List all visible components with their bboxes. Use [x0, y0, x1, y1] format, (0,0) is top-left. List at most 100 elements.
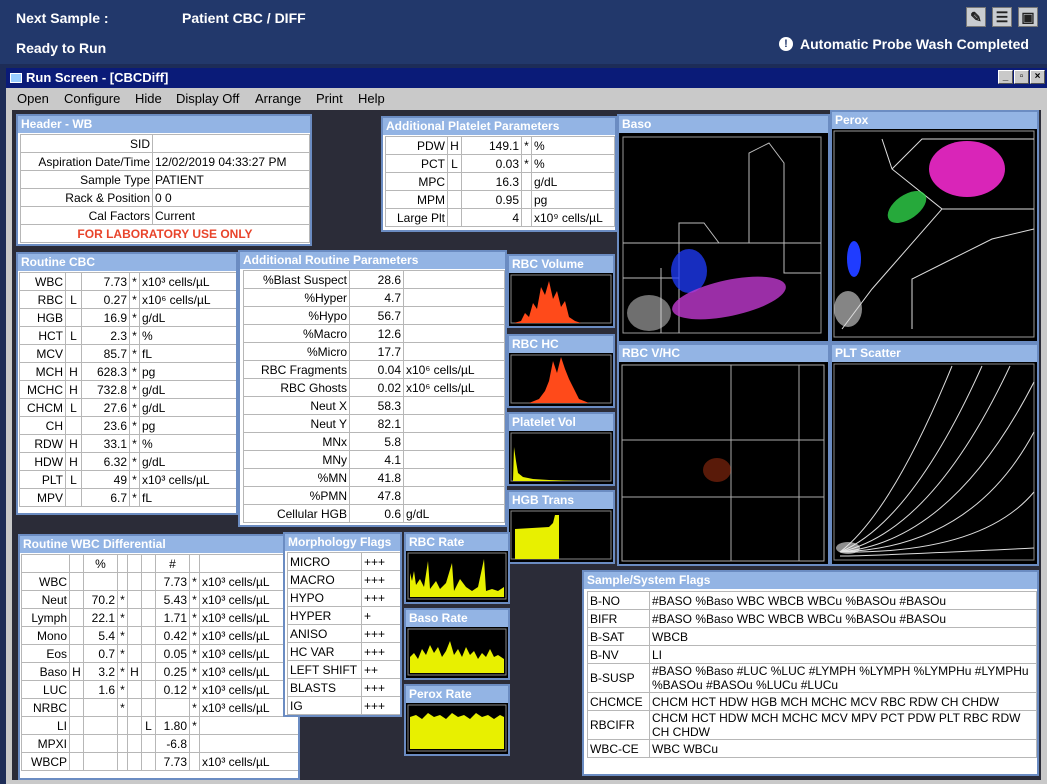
flag-cell: L [447, 154, 462, 173]
hgb-trans-histogram [510, 510, 612, 560]
pct-value: 5.4 [83, 626, 118, 645]
table-row: NRBC * * x10³ cells/µL [21, 698, 298, 717]
rbc-volume-panel: RBC Volume [507, 254, 615, 328]
table-row: CH 23.6 * pg [19, 416, 236, 435]
flag-cell [127, 752, 142, 771]
window-titlebar: Run Screen - [CBCDiff] _ ▫ × [6, 68, 1047, 88]
asterisk-cell: * [117, 608, 128, 627]
menu-open[interactable]: Open [17, 91, 49, 106]
flag-cell [127, 698, 142, 717]
unit-cell [403, 468, 505, 487]
pct-value [83, 572, 118, 591]
num-header: # [155, 554, 190, 573]
menu-print[interactable]: Print [316, 91, 343, 106]
param-name: HCT [19, 326, 66, 345]
flag-code: B-SAT [587, 627, 650, 646]
unit-cell: x10³ cells/µL [199, 590, 298, 609]
flag-cell [141, 572, 156, 591]
flag-params: #BASO %Baso WBC WBCB WBCu %BASOu #BASOu [649, 609, 1037, 628]
printer-icon[interactable]: ▣ [1018, 7, 1038, 27]
routine-params-table: %Blast Suspect 28.6 %Hyper 4.7 %Hypo 56.7 %Mac… [243, 270, 505, 523]
unit-cell [403, 432, 505, 451]
flag-cell [141, 734, 156, 753]
flag-params: WBC WBCu [649, 739, 1037, 758]
num-value: 0.42 [155, 626, 190, 645]
rbc-hc-panel: RBC HC [507, 334, 615, 408]
flag-name: BLASTS [287, 678, 362, 697]
menu-help[interactable]: Help [358, 91, 385, 106]
param-name: MPV [19, 488, 66, 507]
menu-arrange[interactable]: Arrange [255, 91, 302, 106]
asterisk-cell: * [189, 626, 200, 645]
baso-scatter-panel: Baso [617, 114, 830, 343]
param-value: 0.6 [349, 504, 404, 523]
table-row: HC VAR +++ [287, 642, 400, 661]
param-value: 6.32 [81, 452, 130, 471]
flag-cell [69, 734, 84, 753]
panel-title: RBC Rate [406, 534, 508, 551]
flag-level: + [361, 606, 400, 625]
asterisk-cell: * [189, 644, 200, 663]
menu-hide[interactable]: Hide [135, 91, 162, 106]
tool-icon[interactable]: ✎ [966, 7, 986, 27]
table-row: MPC 16.3 g/dL [385, 172, 615, 191]
param-name: Eos [21, 644, 70, 663]
flag-level: +++ [361, 588, 400, 607]
flag-cell [69, 680, 84, 699]
perox-scatter-panel: Perox [830, 110, 1039, 343]
close-button[interactable]: × [1030, 70, 1045, 84]
menu-display-off[interactable]: Display Off [176, 91, 240, 106]
num-value: 7.73 [155, 572, 190, 591]
param-name: RDW [19, 434, 66, 453]
menu-configure[interactable]: Configure [64, 91, 121, 106]
unit-cell: x10⁹ cells/µL [531, 208, 615, 227]
unit-cell: % [531, 136, 615, 155]
param-value: 4.1 [349, 450, 404, 469]
asterisk-cell: * [189, 716, 200, 735]
minimize-button[interactable]: _ [998, 70, 1013, 84]
param-value: 149.1 [461, 136, 522, 155]
table-row: HGB 16.9 * g/dL [19, 308, 236, 327]
restore-button[interactable]: ▫ [1014, 70, 1029, 84]
table-row: % # [21, 554, 298, 573]
flag-cell [127, 734, 142, 753]
param-value: 58.3 [349, 396, 404, 415]
flag-code: B-NO [587, 591, 650, 610]
unit-cell: % [139, 434, 236, 453]
param-value: 27.6 [81, 398, 130, 417]
hgb-trans-panel: HGB Trans [507, 490, 615, 564]
table-row: B-SUSP #BASO %Baso #LUC %LUC #LYMPH %LYMP… [587, 663, 1037, 693]
flag-cell [69, 644, 84, 663]
param-name: Cellular HGB [243, 504, 350, 523]
num-value [155, 698, 190, 717]
flag-cell [127, 716, 142, 735]
param-name: MNx [243, 432, 350, 451]
unit-cell: x10⁶ cells/µL [403, 360, 505, 379]
flag-name: ANISO [287, 624, 362, 643]
param-name: %Hyper [243, 288, 350, 307]
param-value: 4.7 [349, 288, 404, 307]
report-icon[interactable]: ☰ [992, 7, 1012, 27]
table-row: HCT L 2.3 *% [19, 326, 236, 345]
panel-title: Perox [832, 112, 1037, 129]
param-value: 33.1 [81, 434, 130, 453]
table-row: Cellular HGB 0.6 g/dL [243, 504, 505, 523]
panel-title: Morphology Flags [285, 534, 400, 551]
unit-cell: x10⁶ cells/µL [139, 290, 236, 309]
unit-cell: % [531, 154, 615, 173]
flag-code: CHCMCE [587, 692, 650, 711]
asterisk-cell [189, 752, 200, 771]
table-row: MCHC H 732.8 * g/dL [19, 380, 236, 399]
param-name: RBC Ghosts [243, 378, 350, 397]
asterisk-cell [117, 572, 128, 591]
platelet-vol-panel: Platelet Vol [507, 412, 615, 486]
baso-rate-panel: Baso Rate [404, 608, 510, 680]
param-name: NRBC [21, 698, 70, 717]
asterisk-cell: * [117, 590, 128, 609]
param-name: Mono [21, 626, 70, 645]
run-screen-window: Run Screen - [CBCDiff] _ ▫ × Open Config… [6, 68, 1047, 784]
param-name: %PMN [243, 486, 350, 505]
param-name: Baso [21, 662, 70, 681]
asterisk-cell: * [189, 698, 200, 717]
flag-cell: L [65, 290, 82, 309]
